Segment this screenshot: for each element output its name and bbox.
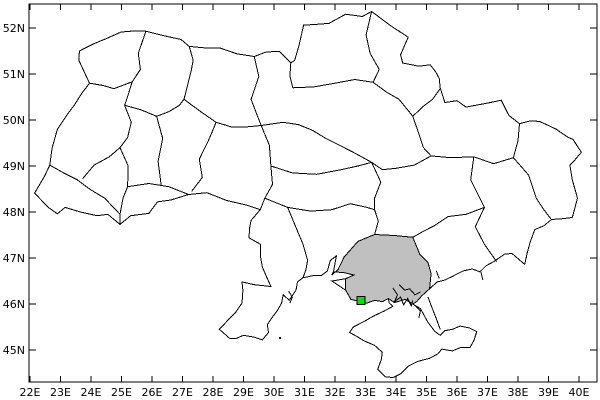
oblast-border [287,207,309,278]
oblast-border [183,98,262,128]
oblast-border [259,165,274,210]
oblast-border [474,226,498,262]
x-tick-label: 30E [264,386,285,399]
oblast-border [119,147,129,187]
oblast-border [412,237,432,289]
x-tick-label: 34E [386,386,407,399]
y-tick-label: 45N [3,344,25,357]
island-dot [279,337,282,340]
oblast-border [412,206,485,238]
oblast-border [89,81,133,90]
oblast-border [331,234,375,276]
oblast-border [412,116,432,157]
x-tick-label: 24E [81,386,102,399]
oblast-border [127,182,189,195]
oblast-border [260,125,272,167]
coast-detail [435,270,440,279]
y-tick-label: 51N [3,68,25,81]
x-tick-label: 37E [477,386,498,399]
coast-detail [392,287,414,308]
oblast-border [250,56,262,126]
oblast-border [371,155,432,171]
oblast-border [261,121,313,131]
x-tick-label: 36E [447,386,468,399]
x-tick-label: 38E [508,386,529,399]
x-tick-label: 23E [50,386,71,399]
oblast-border [374,209,379,235]
oblast-border [156,116,164,186]
coast-detail [288,290,293,304]
coast-detail [480,271,484,281]
y-tick-label: 49N [3,160,25,173]
x-tick-label: 28E [203,386,224,399]
oblast-border [372,81,414,117]
axis-box [28,3,598,383]
oblast-border [191,122,217,192]
oblast-border [124,98,185,117]
x-tick-label: 26E [142,386,163,399]
y-tick-label: 47N [3,252,25,265]
x-tick-label: 39E [538,386,559,399]
data-marker [356,295,366,305]
y-tick-label: 46N [3,298,25,311]
oblast-border [311,129,372,163]
x-tick-label: 31E [294,386,315,399]
oblast-border [513,157,552,220]
y-tick-label: 48N [3,206,25,219]
oblast-border [119,186,129,215]
oblast-border [124,81,133,106]
oblast-border [374,234,413,238]
oblast-border [431,155,474,159]
x-tick-label: 35E [416,386,437,399]
oblast-border [131,31,147,83]
x-tick-label: 33E [355,386,376,399]
x-tick-label: 29E [233,386,254,399]
oblast-border [289,62,294,88]
x-tick-label: 40E [569,386,590,399]
oblast-border [470,156,485,227]
x-tick-label: 25E [111,386,132,399]
coast-detail [415,305,421,318]
x-tick-label: 32E [325,386,346,399]
oblast-border [412,88,441,117]
y-tick-label: 52N [3,22,25,35]
oblast-border [512,123,520,158]
x-tick-label: 27E [172,386,193,399]
country-outline [33,10,583,379]
oblast-border [473,156,514,165]
oblast-border [270,161,372,175]
oblast-border [292,78,374,89]
coast-detail [398,284,421,296]
oblast-border [183,46,194,100]
oblast-border [365,11,380,83]
oblast-border [371,162,382,210]
x-tick-label: 22E [20,386,41,399]
y-tick-label: 50N [3,114,25,127]
coast-detail [427,296,441,330]
